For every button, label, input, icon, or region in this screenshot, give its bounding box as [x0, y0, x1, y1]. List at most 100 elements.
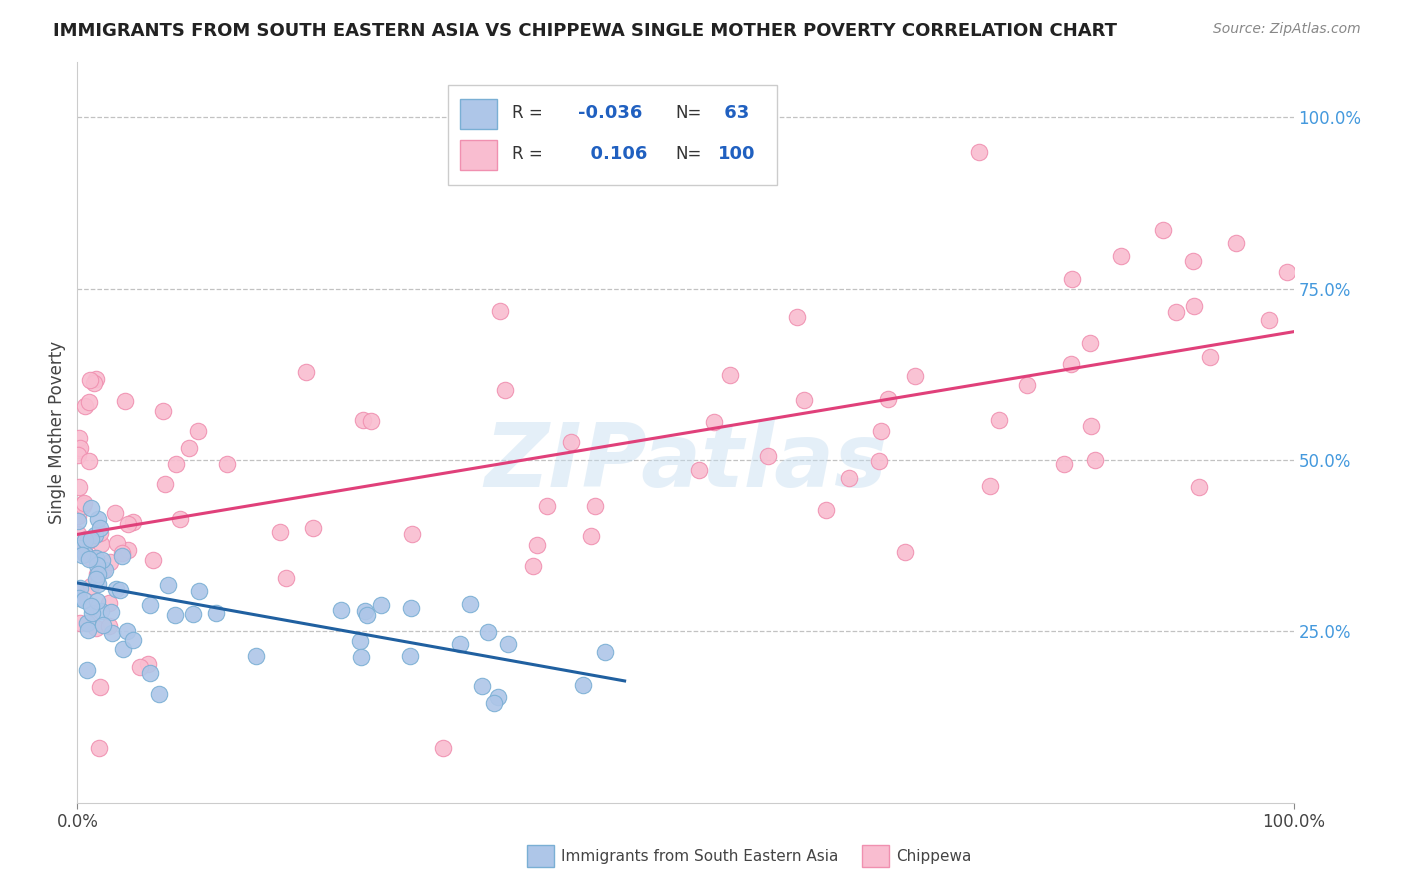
- Point: [117, 517, 139, 532]
- Point: [399, 649, 422, 664]
- Point: [295, 365, 318, 379]
- Point: [67, 527, 90, 541]
- Point: [67, 443, 90, 458]
- Point: [1182, 299, 1205, 313]
- Text: Immigrants from South Eastern Asia: Immigrants from South Eastern Asia: [561, 848, 839, 863]
- Point: [449, 637, 471, 651]
- Point: [76, 615, 98, 630]
- Point: [69, 541, 91, 556]
- Point: [370, 599, 392, 613]
- Point: [76, 663, 98, 677]
- Point: [87, 741, 110, 756]
- Point: [139, 599, 162, 613]
- Point: [1053, 457, 1076, 471]
- Point: [1164, 305, 1187, 319]
- Point: [66, 448, 89, 462]
- Point: [496, 636, 519, 650]
- FancyBboxPatch shape: [527, 845, 554, 867]
- Point: [688, 462, 710, 476]
- FancyBboxPatch shape: [862, 845, 889, 867]
- Point: [838, 470, 860, 484]
- Point: [1277, 265, 1299, 279]
- Point: [269, 524, 291, 539]
- Point: [80, 551, 103, 566]
- Point: [893, 545, 915, 559]
- Point: [302, 521, 325, 535]
- Point: [76, 623, 98, 637]
- Text: Chippewa: Chippewa: [896, 848, 972, 863]
- Point: [432, 741, 454, 756]
- FancyBboxPatch shape: [460, 140, 496, 169]
- Point: [77, 395, 100, 409]
- Point: [108, 583, 131, 598]
- Point: [1225, 236, 1247, 251]
- Point: [90, 552, 112, 566]
- Point: [98, 596, 121, 610]
- Point: [460, 597, 482, 611]
- Point: [352, 413, 374, 427]
- Text: N=: N=: [676, 145, 702, 162]
- Point: [111, 549, 134, 563]
- Point: [89, 525, 111, 540]
- Text: IMMIGRANTS FROM SOUTH EASTERN ASIA VS CHIPPEWA SINGLE MOTHER POVERTY CORRELATION: IMMIGRANTS FROM SOUTH EASTERN ASIA VS CH…: [53, 22, 1118, 40]
- Point: [86, 372, 108, 386]
- Point: [73, 547, 96, 561]
- Point: [1080, 418, 1102, 433]
- Point: [89, 680, 111, 694]
- Text: 100: 100: [718, 145, 756, 162]
- Point: [560, 434, 582, 449]
- Point: [494, 383, 516, 397]
- Point: [350, 650, 373, 665]
- Point: [142, 553, 165, 567]
- Point: [152, 404, 174, 418]
- Point: [187, 584, 209, 599]
- Text: N=: N=: [676, 103, 702, 122]
- Point: [876, 392, 898, 406]
- Point: [904, 368, 927, 383]
- Point: [157, 578, 180, 592]
- Point: [80, 532, 103, 546]
- Point: [1188, 480, 1211, 494]
- Point: [526, 538, 548, 552]
- Point: [177, 441, 200, 455]
- Point: [489, 303, 512, 318]
- Point: [169, 511, 191, 525]
- Point: [349, 634, 371, 648]
- Point: [756, 449, 779, 463]
- Point: [471, 679, 494, 693]
- Point: [80, 606, 103, 620]
- Point: [87, 567, 110, 582]
- Point: [401, 527, 423, 541]
- Point: [718, 368, 741, 382]
- Point: [112, 642, 135, 657]
- Point: [73, 399, 96, 413]
- Point: [522, 558, 544, 573]
- Point: [69, 616, 91, 631]
- Point: [793, 392, 815, 407]
- Y-axis label: Single Mother Poverty: Single Mother Poverty: [48, 341, 66, 524]
- Point: [153, 476, 176, 491]
- Point: [84, 550, 107, 565]
- Point: [786, 310, 808, 325]
- Point: [1198, 350, 1220, 364]
- Point: [79, 373, 101, 387]
- Point: [148, 687, 170, 701]
- Point: [86, 566, 108, 581]
- Point: [330, 603, 353, 617]
- Point: [67, 514, 90, 528]
- Point: [360, 414, 382, 428]
- Point: [75, 533, 97, 548]
- Point: [136, 657, 159, 671]
- Point: [536, 499, 558, 513]
- Point: [1017, 378, 1039, 392]
- Point: [75, 532, 97, 546]
- Point: [121, 633, 143, 648]
- Point: [89, 521, 111, 535]
- Point: [129, 659, 152, 673]
- Text: 63: 63: [718, 103, 749, 122]
- Text: -0.036: -0.036: [578, 103, 643, 122]
- Point: [111, 546, 134, 560]
- Point: [486, 690, 509, 704]
- Point: [217, 457, 239, 471]
- Point: [593, 645, 616, 659]
